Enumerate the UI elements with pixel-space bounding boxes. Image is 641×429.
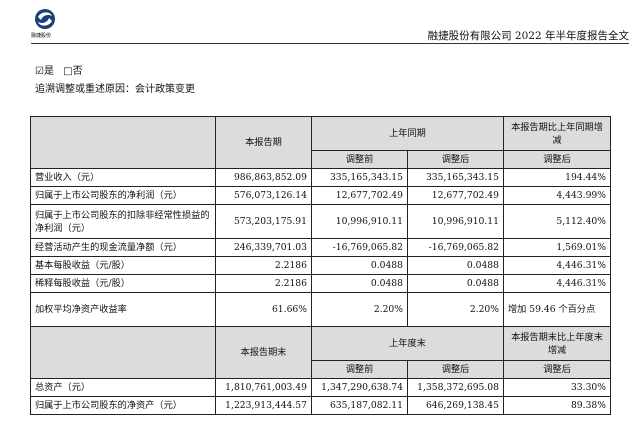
- page-header: 融捷股份 融捷股份有限公司 2022 年半年度报告全文: [0, 0, 641, 46]
- header-after-change: 调整后: [503, 150, 611, 169]
- header-current: 本报告期: [215, 116, 312, 169]
- table-row: 归属于上市公司股东的扣除非经常性损益的净利润（元） 573,203,175.91…: [30, 204, 611, 239]
- table-row: 营业收入（元） 986,863,852.09 335,165,343.15 33…: [30, 168, 611, 187]
- header2-after-change: 调整后: [503, 360, 611, 379]
- company-logo-icon: [35, 9, 55, 29]
- header2-blank: [30, 326, 216, 379]
- table-row: 稀释每股收益（元/股） 2.2186 0.0488 0.0488 4,446.3…: [30, 274, 611, 293]
- header-blank: [30, 116, 216, 169]
- header-rule: [31, 43, 629, 44]
- header2-current: 本报告期末: [215, 326, 312, 379]
- logo-text: 融捷股份: [31, 33, 52, 39]
- header2-last-year-end: 上年度末: [311, 326, 504, 361]
- table-row: 经营活动产生的现金流量净额（元） 246,339,701.03 -16,769,…: [30, 238, 611, 257]
- table-row: 加权平均净资产收益率 61.66% 2.20% 2.20% 增加 59.46 个…: [30, 292, 611, 327]
- header-before: 调整前: [311, 150, 408, 169]
- header-change: 本报告期比上年同期增减: [503, 116, 611, 151]
- header2-after: 调整后: [407, 360, 504, 379]
- document-title: 融捷股份有限公司 2022 年半年度报告全文: [427, 30, 629, 42]
- table-row: 总资产（元） 1,810,761,003.49 1,347,290,638.74…: [30, 378, 611, 397]
- table-row: 归属于上市公司股东的净利润（元） 576,073,126.14 12,677,7…: [30, 186, 611, 205]
- table-row: 归属于上市公司股东的净资产（元） 1,223,913,444.57 635,18…: [30, 396, 611, 415]
- adjustment-reason: 追溯调整或重述原因：会计政策变更: [35, 84, 195, 95]
- header-last-year: 上年同期: [311, 116, 504, 151]
- yes-checkbox: ☑是: [35, 66, 54, 77]
- adjustment-choice: ☑是 □否: [35, 62, 83, 77]
- header-after: 调整后: [407, 150, 504, 169]
- table-row: 基本每股收益（元/股） 2.2186 0.0488 0.0488 4,446.3…: [30, 256, 611, 275]
- header2-change: 本报告期末比上年度末增减: [503, 326, 611, 361]
- header2-before: 调整前: [311, 360, 408, 379]
- financial-summary-table: 本报告期 上年同期 本报告期比上年同期增减 调整前 调整后 调整后 营业收入（元…: [30, 116, 611, 415]
- no-checkbox: □否: [63, 66, 83, 77]
